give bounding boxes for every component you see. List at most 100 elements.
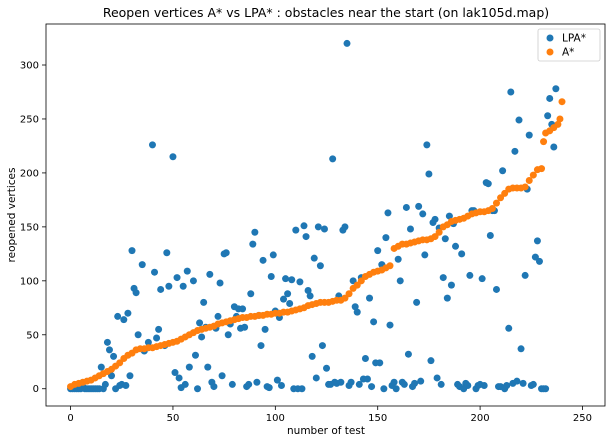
data-point xyxy=(464,381,472,389)
data-point xyxy=(163,249,171,257)
data-point xyxy=(337,378,345,386)
data-point xyxy=(466,271,474,279)
data-point xyxy=(556,115,564,123)
data-point xyxy=(525,131,533,139)
y-tick-label: 100 xyxy=(20,276,39,287)
data-point xyxy=(351,303,359,311)
data-point xyxy=(447,281,455,289)
data-point xyxy=(144,338,152,346)
plot-frame xyxy=(45,23,606,407)
data-point xyxy=(533,237,541,245)
y-tick-label: 200 xyxy=(20,168,39,179)
data-point xyxy=(535,257,543,265)
data-point xyxy=(486,232,494,240)
data-point xyxy=(218,372,226,380)
data-point xyxy=(376,359,384,367)
data-point xyxy=(386,262,394,270)
data-point xyxy=(366,294,374,302)
data-point xyxy=(552,85,560,93)
data-point xyxy=(439,274,447,282)
x-tick-label: 150 xyxy=(368,413,387,424)
data-point xyxy=(540,138,548,146)
data-point xyxy=(419,210,427,218)
data-point xyxy=(386,321,394,329)
data-point xyxy=(200,298,208,306)
series-lpa- xyxy=(67,39,560,393)
data-point xyxy=(544,112,552,120)
data-point xyxy=(396,277,404,285)
data-point xyxy=(421,251,429,259)
data-point xyxy=(499,167,507,175)
data-point xyxy=(306,292,314,300)
y-axis: 0 50 100 150 200 250 300 xyxy=(20,61,46,395)
data-point xyxy=(155,325,163,333)
data-point xyxy=(341,223,349,231)
x-tick-label: 100 xyxy=(266,413,285,424)
data-point xyxy=(521,271,529,279)
data-point xyxy=(175,374,183,382)
data-point xyxy=(480,381,488,389)
data-point xyxy=(198,333,206,341)
data-point xyxy=(103,338,111,346)
data-point xyxy=(308,352,316,360)
data-point xyxy=(517,345,525,353)
data-point xyxy=(554,120,562,128)
data-point xyxy=(458,250,466,258)
data-point xyxy=(355,380,363,388)
data-point xyxy=(304,287,312,295)
legend-marker xyxy=(546,34,554,42)
data-point xyxy=(542,385,550,393)
data-point xyxy=(550,143,558,151)
series-a- xyxy=(67,98,566,391)
data-point xyxy=(224,331,232,339)
data-point xyxy=(433,374,441,382)
data-point xyxy=(300,222,308,230)
data-point xyxy=(310,254,318,262)
legend: LPA* A* xyxy=(537,28,601,62)
data-point xyxy=(257,342,265,350)
y-tick-label: 50 xyxy=(26,330,39,341)
data-point xyxy=(316,262,324,270)
data-point xyxy=(312,374,320,382)
data-point xyxy=(452,242,460,250)
y-tick-label: 300 xyxy=(20,61,39,72)
y-tick-label: 0 xyxy=(33,384,39,395)
data-point xyxy=(126,372,134,380)
data-point xyxy=(363,375,371,383)
data-point xyxy=(169,153,177,161)
data-point xyxy=(253,378,261,386)
data-point xyxy=(345,290,353,298)
legend-label: A* xyxy=(562,47,574,59)
data-point xyxy=(505,324,513,332)
data-point xyxy=(323,364,331,372)
data-point xyxy=(413,298,421,306)
data-point xyxy=(151,268,159,276)
y-tick-label: 250 xyxy=(20,114,39,125)
data-point xyxy=(196,319,204,327)
data-point xyxy=(507,88,515,96)
x-tick-label: 50 xyxy=(167,413,180,424)
y-tick-label: 150 xyxy=(20,222,39,233)
data-point xyxy=(241,323,249,331)
data-point xyxy=(443,294,451,302)
data-point xyxy=(114,312,122,320)
data-point xyxy=(441,235,449,243)
data-point xyxy=(392,385,400,393)
data-point xyxy=(558,98,566,106)
data-point xyxy=(153,334,161,342)
data-point xyxy=(546,94,554,102)
data-point xyxy=(538,165,546,173)
data-point xyxy=(124,309,132,317)
plot-area xyxy=(45,23,606,407)
data-point xyxy=(228,380,236,388)
data-point xyxy=(251,228,259,236)
legend-marker xyxy=(546,48,554,56)
data-point xyxy=(423,141,431,149)
data-point xyxy=(435,228,443,236)
data-point xyxy=(214,312,222,320)
data-point xyxy=(138,261,146,269)
data-point xyxy=(181,380,189,388)
data-point xyxy=(445,212,453,220)
data-point xyxy=(484,180,492,188)
data-point xyxy=(171,369,179,377)
